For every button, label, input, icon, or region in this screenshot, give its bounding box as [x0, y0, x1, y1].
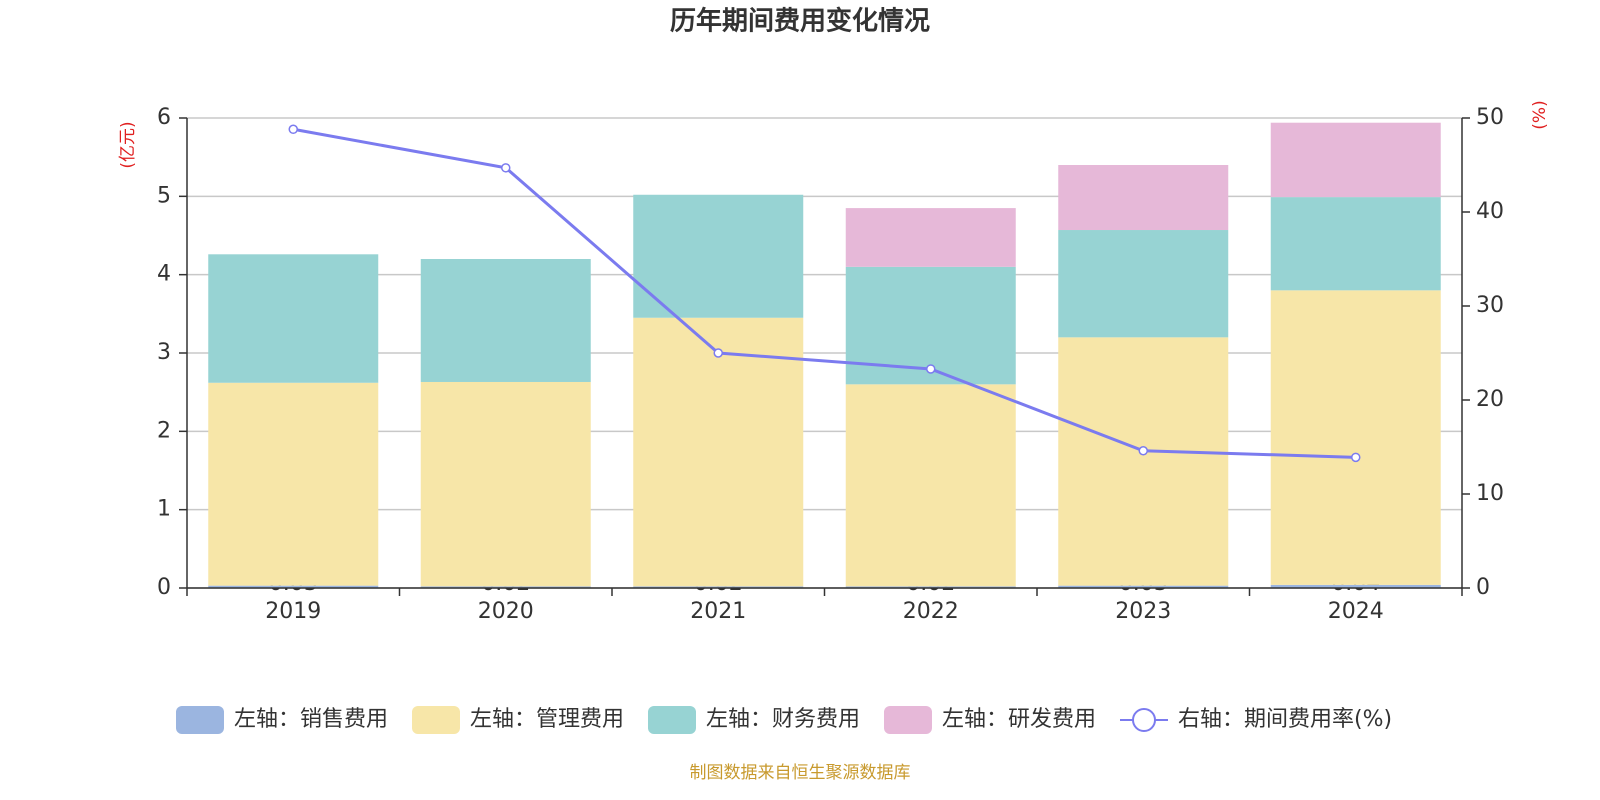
x-tick-label: 2020: [478, 599, 534, 624]
y-tick-label: 6: [157, 105, 171, 130]
bar: [1058, 337, 1229, 586]
y-tick-label: 2: [157, 418, 171, 443]
y2-tick-label: 10: [1476, 481, 1504, 506]
line-point: [926, 364, 936, 374]
line-point: [713, 348, 723, 358]
y-tick-label: 0: [157, 575, 171, 600]
y2-tick-label: 0: [1476, 575, 1490, 600]
line-point: [1351, 452, 1361, 463]
bar: [208, 382, 379, 586]
x-tick-label: 2021: [690, 599, 746, 624]
line-point: [501, 163, 511, 173]
bar: [420, 259, 591, 382]
legend-swatch: [412, 706, 460, 734]
bar: [1058, 165, 1229, 231]
x-tick-label: 2023: [1115, 599, 1171, 624]
legend-swatch: [884, 706, 932, 734]
y2-tick-label: 50: [1476, 105, 1504, 130]
bar: [1058, 230, 1229, 338]
bar: [208, 585, 379, 588]
x-tick-label: 2019: [265, 599, 321, 624]
bar: [208, 254, 379, 383]
bar: [1270, 584, 1441, 588]
legend-swatch: [648, 706, 696, 734]
legend-swatch: [176, 706, 224, 734]
x-tick-label: 2024: [1328, 599, 1384, 624]
legend-label: 右轴：期间费用率(%): [1178, 707, 1392, 732]
legend-label: 左轴：财务费用: [706, 707, 860, 732]
bar: [845, 208, 1016, 267]
bar: [1270, 197, 1441, 291]
bar: [420, 586, 591, 588]
bar: [633, 317, 804, 587]
bar: [845, 384, 1016, 587]
y2-axis-label: (%): [1530, 100, 1550, 129]
y-tick-label: 3: [157, 340, 171, 365]
bar: [633, 586, 804, 588]
y2-tick-label: 30: [1476, 293, 1504, 318]
bar: [1058, 585, 1229, 588]
bar: [845, 586, 1016, 588]
legend-label: 左轴：销售费用: [234, 707, 388, 732]
line-series: [292, 127, 1356, 459]
legend-label: 左轴：管理费用: [470, 707, 624, 732]
line-point: [288, 124, 298, 135]
legend-swatch: [1132, 708, 1156, 732]
bar: [1270, 290, 1441, 585]
y-axis-label: (亿元): [118, 121, 138, 168]
source-note: 制图数据来自恒生聚源数据库: [690, 763, 911, 783]
y2-tick-label: 40: [1476, 199, 1504, 224]
bar: [1270, 122, 1441, 198]
bar: [420, 381, 591, 587]
legend-label: 左轴：研发费用: [942, 707, 1096, 732]
chart-title: 历年期间费用变化情况: [670, 6, 930, 37]
y-tick-label: 5: [157, 183, 171, 208]
x-tick-label: 2022: [903, 599, 959, 624]
bar: [633, 194, 804, 318]
line-point: [1138, 446, 1148, 456]
y2-tick-label: 20: [1476, 387, 1504, 412]
y-tick-label: 1: [157, 497, 171, 522]
y-tick-label: 4: [157, 262, 171, 287]
